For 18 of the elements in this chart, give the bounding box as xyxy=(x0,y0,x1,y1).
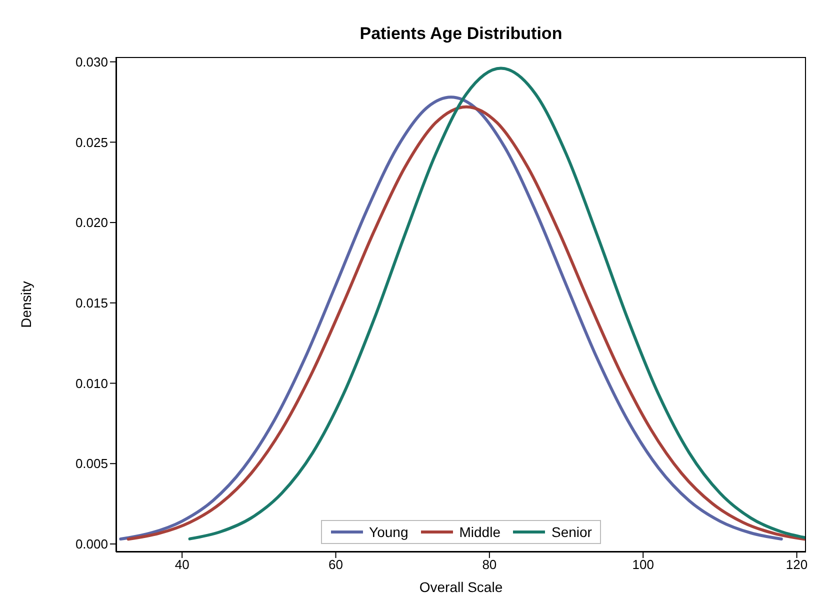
legend-label: Young xyxy=(369,524,408,540)
y-tick-label: 0.030 xyxy=(75,54,108,70)
x-tick-label: 40 xyxy=(174,557,190,572)
y-tick-label: 0.015 xyxy=(75,296,108,311)
chart-title: Patients Age Distribution xyxy=(358,24,564,44)
x-axis-title: Overall Scale xyxy=(419,579,503,595)
y-tick-label: 0.020 xyxy=(75,215,108,230)
legend-label: Middle xyxy=(459,524,500,540)
x-tick-label: 80 xyxy=(482,557,497,572)
legend-label: Senior xyxy=(551,524,592,540)
x-tick-label: 60 xyxy=(328,557,343,572)
x-tick-label: 120 xyxy=(786,557,808,572)
y-tick-label: 0.000 xyxy=(75,536,108,552)
y-tick-label: 0.025 xyxy=(75,134,108,150)
y-axis-title: Density xyxy=(18,281,34,328)
y-tick-label: 0.005 xyxy=(75,456,108,472)
y-tick-label: 0.010 xyxy=(75,376,108,391)
x-tick-label: 100 xyxy=(632,557,654,572)
